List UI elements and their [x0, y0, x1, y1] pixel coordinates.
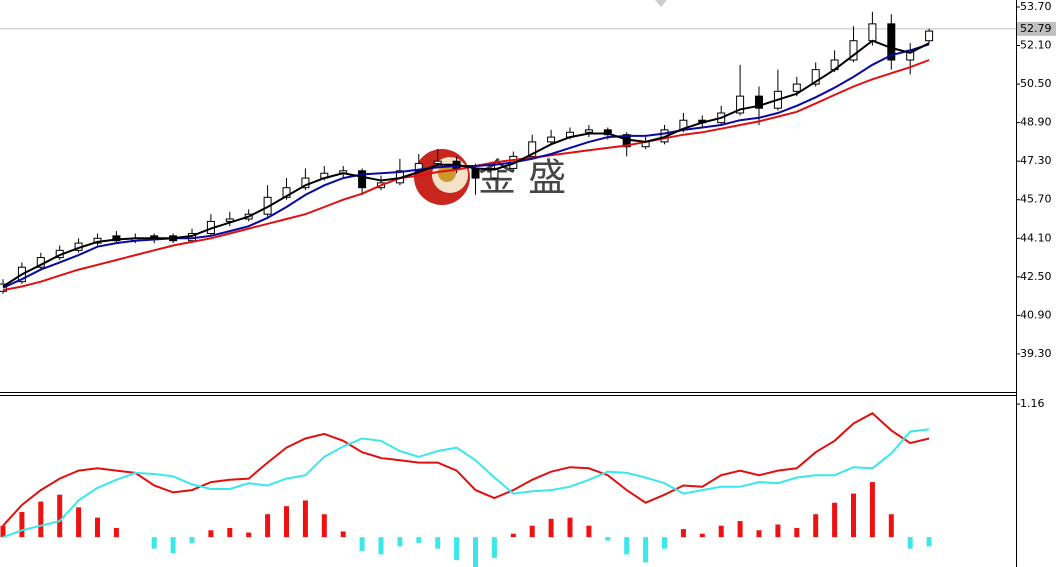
candle-body [887, 23, 896, 61]
y-tick-label: 44.10 [1020, 231, 1052, 244]
histogram-bar [454, 537, 460, 561]
candle-body [925, 30, 934, 42]
histogram-bar [832, 502, 838, 538]
candle-body [792, 83, 801, 92]
histogram-bar [775, 524, 781, 538]
indicator-line [2, 411, 930, 527]
histogram-bar [718, 525, 724, 538]
histogram-bar [851, 493, 856, 538]
histogram-bar [151, 537, 157, 549]
histogram-bar [189, 537, 195, 543]
histogram-bar [680, 529, 686, 538]
candle-body [414, 163, 423, 172]
y-tick-label: 1.16 [1020, 397, 1045, 410]
histogram-bar [113, 527, 119, 538]
y-tick-label: 40.90 [1020, 308, 1052, 321]
histogram-bar [907, 537, 913, 549]
histogram-bar [57, 494, 63, 538]
histogram-bar [321, 514, 327, 538]
histogram-bar [208, 530, 214, 538]
indicator-line [2, 39, 930, 288]
histogram-bar [170, 537, 176, 554]
candle-body [225, 218, 234, 222]
histogram-bar [510, 533, 516, 538]
candle-body [547, 136, 556, 143]
histogram-bar [491, 537, 497, 558]
histogram-bar [548, 518, 554, 538]
histogram-bar [567, 517, 573, 538]
candle-body [471, 167, 480, 179]
indicator-line [2, 428, 930, 539]
y-tick-label: 47.30 [1020, 154, 1052, 167]
histogram-bar [643, 537, 649, 563]
candle-body [584, 129, 593, 133]
histogram-bar [397, 537, 403, 547]
histogram-bar [813, 514, 819, 538]
candle-body [811, 69, 820, 85]
histogram-bar [435, 537, 441, 549]
histogram-bar [284, 506, 289, 538]
candle-body [849, 40, 858, 61]
current-price-box [1017, 21, 1056, 36]
y-tick-label: 53.70 [1020, 0, 1052, 13]
indicator-line [2, 59, 930, 292]
y-tick-label: 45.70 [1020, 193, 1052, 206]
histogram-bar [794, 527, 800, 538]
histogram-bar [378, 537, 384, 555]
histogram-bar [246, 532, 252, 538]
logo-core [438, 164, 456, 182]
y-tick-label: 42.50 [1020, 270, 1052, 283]
y-tick-label: 50.50 [1020, 77, 1052, 90]
histogram-bar [605, 537, 611, 541]
histogram-bar [416, 537, 422, 543]
candle-body [282, 187, 291, 198]
candle-body [755, 95, 763, 109]
candle-body [868, 23, 877, 42]
histogram-bar [473, 537, 478, 567]
candle-body [490, 167, 499, 179]
histogram-bar [756, 530, 762, 538]
candle-body [433, 160, 442, 165]
current-price-label: 52.79 [1020, 22, 1052, 35]
histogram-bar [662, 537, 667, 549]
histogram-bar [624, 537, 630, 555]
histogram-bar [869, 482, 875, 538]
candle-body [301, 177, 310, 189]
candle-body [603, 129, 612, 136]
watermark-logo: 金 盛 [414, 149, 566, 205]
histogram-bar [699, 533, 705, 538]
histogram-bar [926, 537, 932, 547]
y-tick-label: 48.90 [1020, 116, 1052, 129]
histogram-bar [265, 514, 271, 538]
histogram-bar [227, 527, 233, 538]
y-tick-label: 52.10 [1020, 39, 1052, 52]
histogram-bar [76, 507, 82, 538]
histogram-bar [38, 501, 44, 538]
candle-body [358, 170, 367, 189]
histogram-bar [302, 500, 308, 538]
histogram-bar [19, 511, 25, 538]
histogram-bar [340, 531, 346, 538]
histogram-bar [586, 525, 592, 538]
histogram-bar [359, 537, 365, 551]
y-tick-label: 39.30 [1020, 347, 1052, 360]
histogram-bar [0, 525, 6, 538]
histogram-bar [529, 525, 535, 538]
histogram-bar [95, 517, 100, 538]
histogram-bar [737, 521, 743, 538]
candle-body [736, 95, 745, 114]
histogram-bar [888, 514, 894, 538]
scroll-marker [655, 0, 667, 7]
candle-body [528, 141, 537, 157]
